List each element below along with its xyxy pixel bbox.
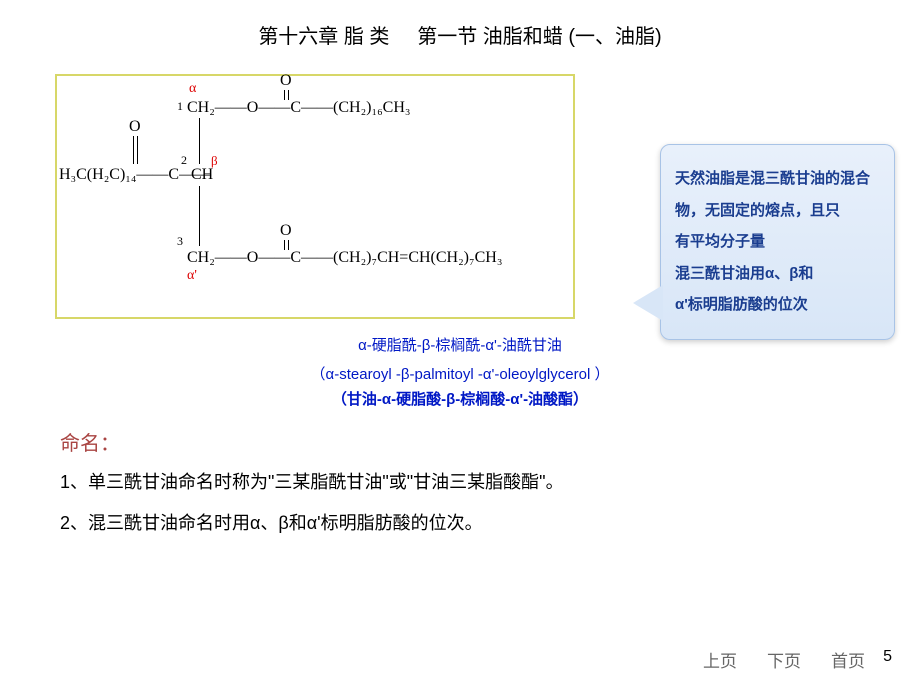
page-number: 5 (883, 648, 892, 666)
o-bot: O (280, 222, 292, 240)
compound-name-alt: （甘油-α-硬脂酸-β-棕榈酸-α'-油酸酯） (55, 388, 865, 409)
naming-section: 命名： 1、单三酰甘油命名时称为"三某脂酰甘油"或"甘油三某脂酸酯"。 2、混三… (55, 427, 865, 538)
pos3-label: 3 (177, 234, 183, 249)
alpha-label: α (189, 81, 196, 97)
prev-page-button[interactable]: 上页 (703, 647, 737, 672)
o-left: O (129, 118, 141, 136)
pos1-label: 1 (177, 99, 183, 114)
callout-line1: 天然油脂是混三酰甘油的混合 (675, 163, 880, 195)
compound-name-en: （α-stearoyl -β-palmitoyl -α'-oleoylglyce… (55, 363, 865, 384)
callout-line5: α'标明脂肪酸的位次 (675, 289, 880, 321)
callout-line3: 有平均分子量 (675, 226, 880, 258)
section-title: 第一节 油脂和蜡 (一、油脂) (417, 26, 661, 48)
bond (199, 118, 200, 164)
footer-nav: 上页 下页 首页 (703, 647, 865, 672)
chemistry-structure: α β α' 1 2 3 CH₂——O——C——(CH₂)₁₆CH₃ CH CH… (55, 74, 575, 319)
bond (284, 90, 285, 100)
ch2-top: CH₂——O——C——(CH₂)₁₆CH₃ (187, 99, 410, 117)
next-page-button[interactable]: 下页 (767, 647, 801, 672)
callout-line4: 混三酰甘油用α、β和 (675, 258, 880, 290)
bond (137, 136, 138, 164)
naming-item-2: 2、混三酰甘油命名时用α、β和α'标明脂肪酸的位次。 (60, 509, 860, 538)
home-button[interactable]: 首页 (831, 647, 865, 672)
bond (288, 90, 289, 100)
alpha-prime-label: α' (187, 268, 197, 284)
ch2-bot: CH₂——O——C——(CH₂)₇CH=CH(CH₂)₇CH₃ (187, 249, 502, 267)
page-header: 第十六章 脂 类 第一节 油脂和蜡 (一、油脂) (0, 0, 920, 59)
bond (284, 240, 285, 250)
bond (288, 240, 289, 250)
bond (199, 186, 200, 246)
naming-item-1: 1、单三酰甘油命名时称为"三某脂酰甘油"或"甘油三某脂酸酯"。 (60, 468, 860, 497)
info-callout: 天然油脂是混三酰甘油的混合 物，无固定的熔点，且只 有平均分子量 混三酰甘油用α… (660, 144, 895, 340)
left-chain: H₃C(H₂C)₁₄——C—— (59, 166, 211, 184)
o-top: O (280, 72, 292, 90)
bond (133, 136, 134, 164)
chapter-title: 第十六章 脂 类 (258, 26, 389, 48)
naming-title: 命名： (60, 427, 860, 456)
main-content: α β α' 1 2 3 CH₂——O——C——(CH₂)₁₆CH₃ CH CH… (0, 74, 920, 538)
callout-line2: 物，无固定的熔点，且只 (675, 195, 880, 227)
